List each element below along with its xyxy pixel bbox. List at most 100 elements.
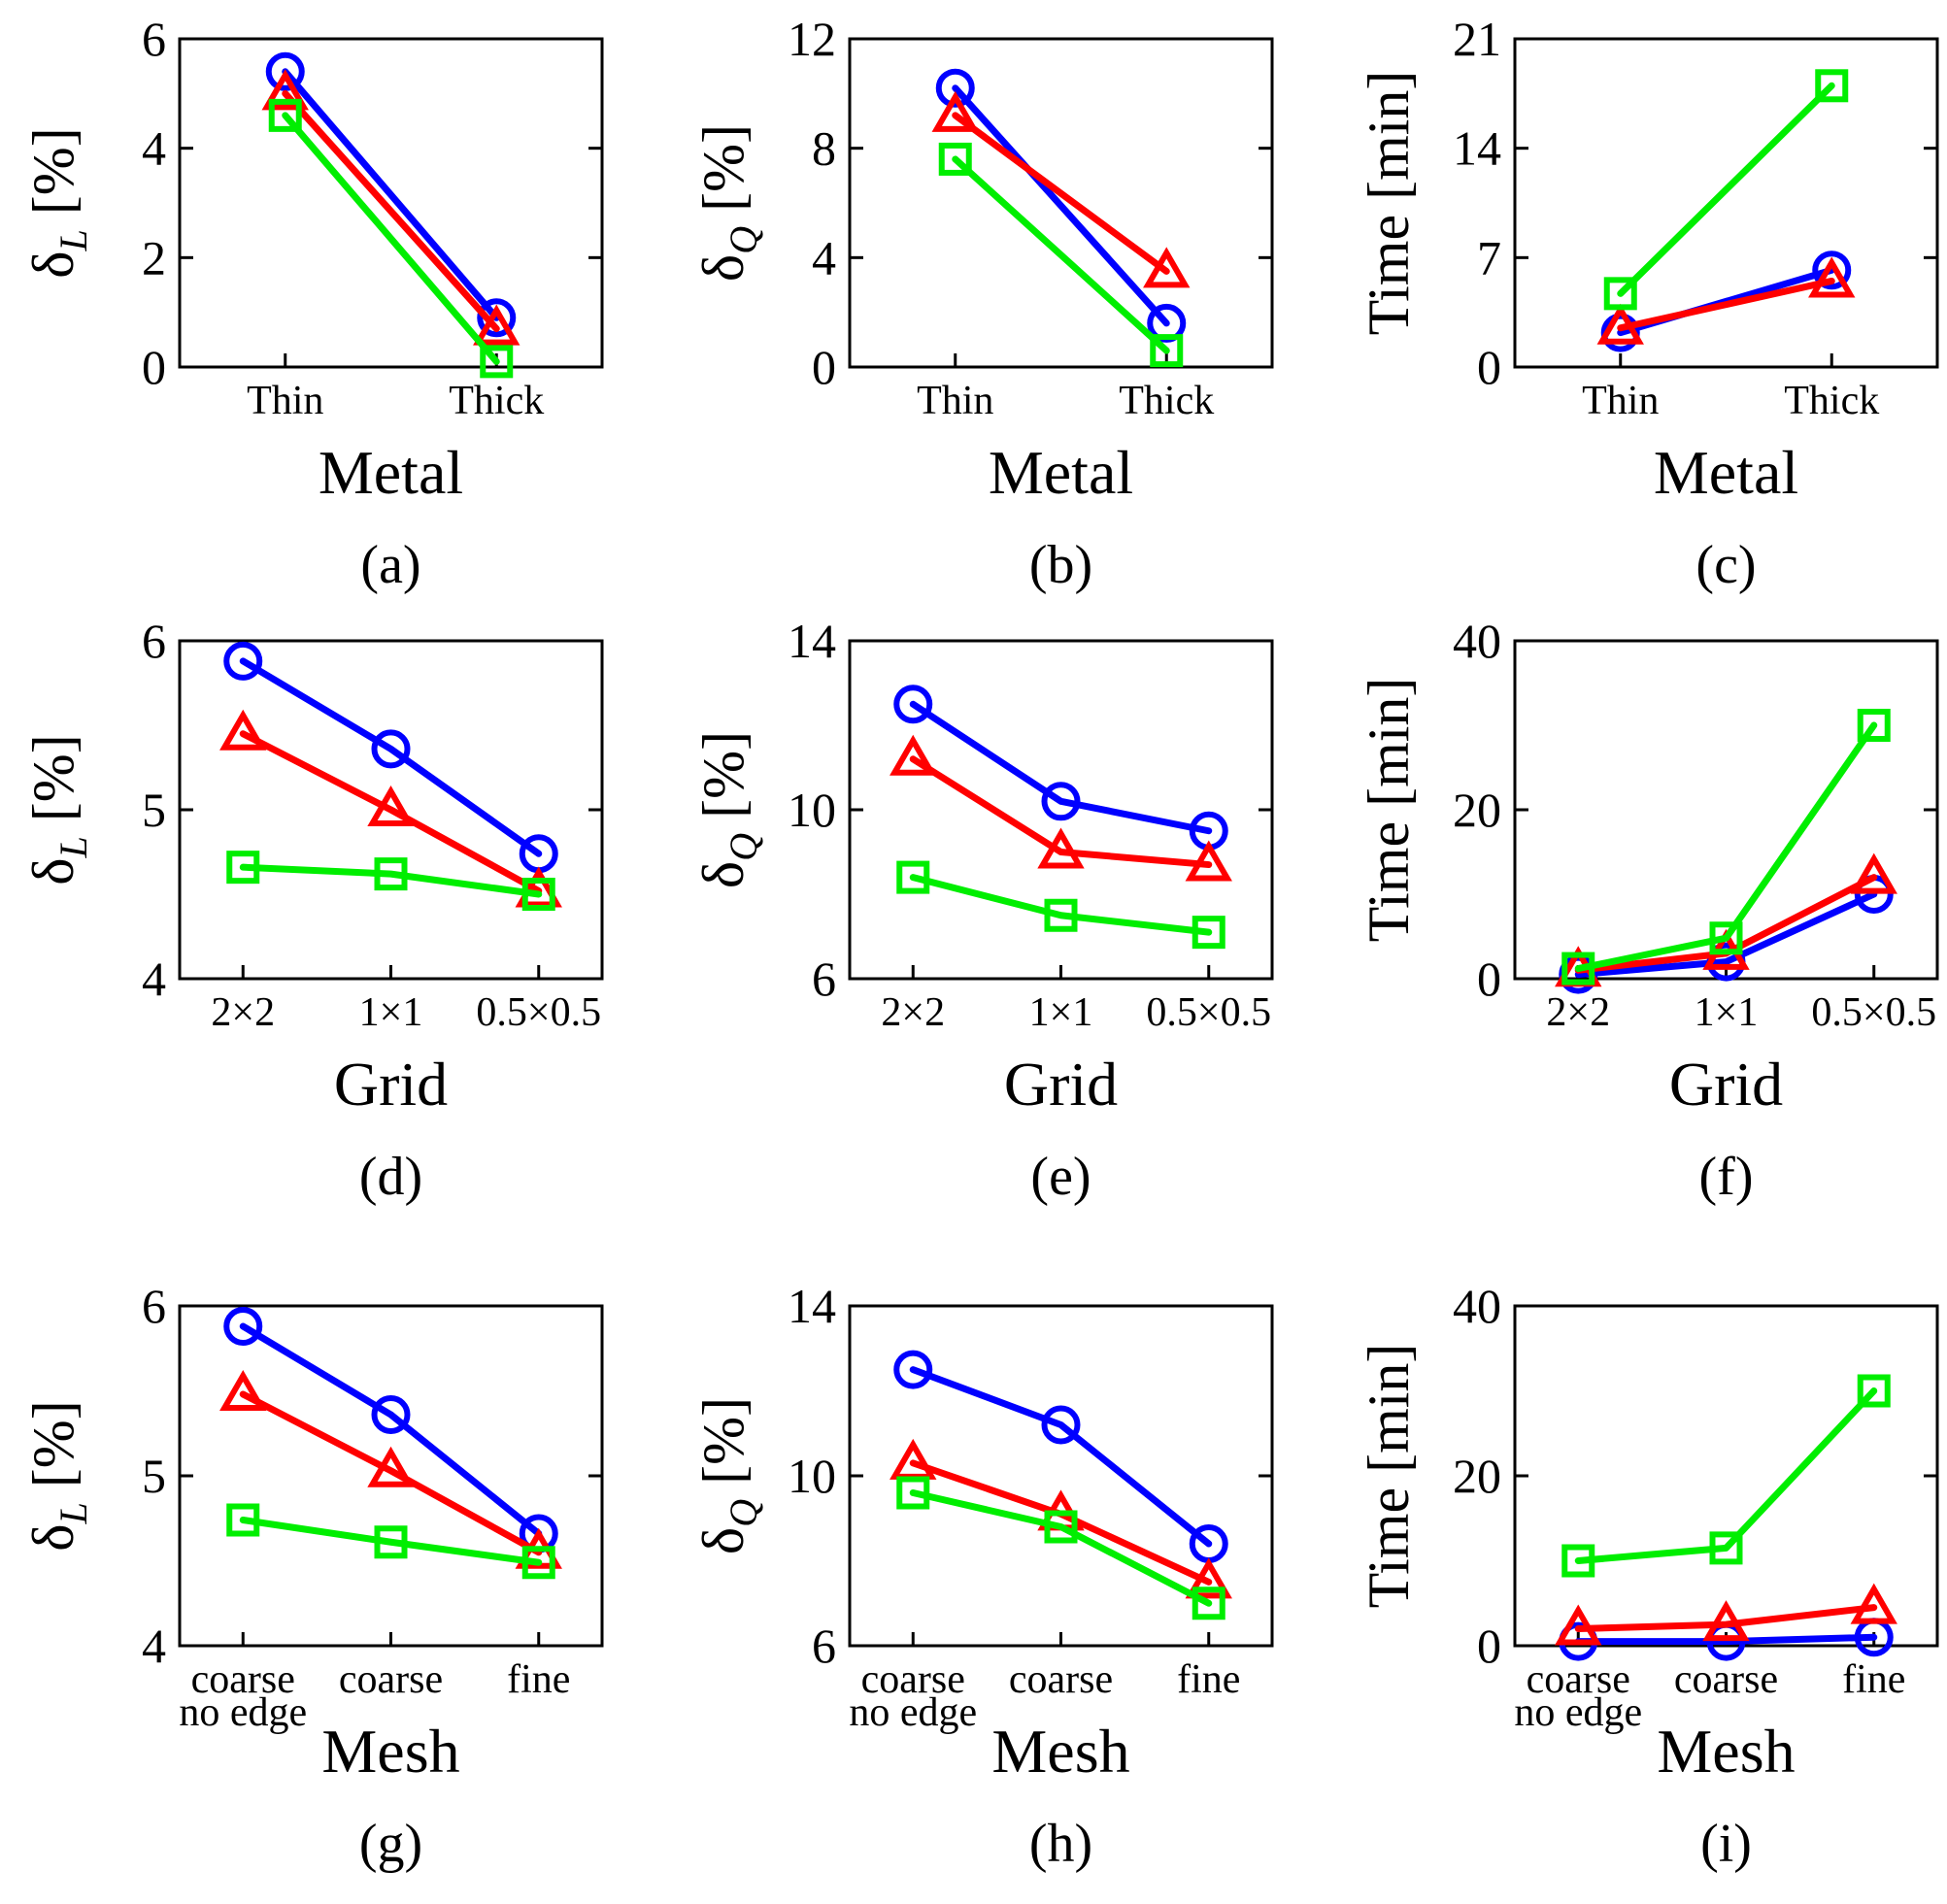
- series-line-blue: [909, 1366, 1213, 1548]
- y-label-symbol: Time [min]: [1357, 678, 1421, 943]
- panel-caption: (h): [1029, 1814, 1092, 1874]
- square-marker: [521, 1546, 555, 1580]
- circle-marker: [371, 1395, 411, 1434]
- x-tick-label: 1×1: [1029, 990, 1093, 1035]
- x-axis-label: Metal: [319, 438, 463, 507]
- series-line-blue: [952, 84, 1170, 327]
- panel-4: 4 5 6 2×2 1×1 0.5×0.5 Grid δL [%] (d): [21, 614, 604, 1207]
- y-tick-label: 20: [1453, 783, 1501, 837]
- y-label-symbol: δ: [691, 254, 755, 282]
- panel-caption: (e): [1030, 1147, 1091, 1207]
- circle-marker: [223, 1307, 263, 1346]
- panel-caption: (c): [1695, 535, 1756, 595]
- triangle-marker: [261, 69, 309, 111]
- square-marker: [226, 851, 260, 885]
- y-label-subscript: Q: [722, 833, 765, 861]
- square-marker: [1857, 709, 1891, 742]
- panel-caption: (a): [360, 535, 420, 595]
- series-line-red: [239, 1390, 543, 1556]
- y-axis-label: δL [%]: [21, 1400, 95, 1551]
- y-label-symbol: δ: [21, 251, 85, 278]
- circle-marker: [893, 1350, 933, 1389]
- series-line-green: [239, 863, 543, 898]
- series-line-green: [909, 874, 1213, 936]
- y-tick-label: 0: [142, 340, 166, 394]
- x-tick-label-line: coarse: [191, 1657, 295, 1702]
- triangle-marker: [1555, 1604, 1602, 1646]
- square-marker: [374, 857, 408, 891]
- y-tick-label: 12: [788, 12, 836, 66]
- x-tick-label: coarse: [1674, 1657, 1778, 1702]
- x-tick-label-line: coarse: [861, 1657, 965, 1702]
- square-marker: [374, 1525, 408, 1559]
- square-marker: [1709, 921, 1743, 955]
- x-tick-label-line: no edge: [179, 1690, 307, 1735]
- y-tick-label: 20: [1453, 1449, 1501, 1503]
- panel-2: 0 4 8 12 Thin Thick Metal δQ [%] (b): [691, 12, 1274, 595]
- series-line-green: [282, 112, 500, 365]
- triangle-marker: [1808, 256, 1856, 298]
- plot-frame: [848, 37, 1274, 369]
- series-line-red: [909, 1459, 1213, 1586]
- triangle-marker: [219, 709, 267, 751]
- x-tick-label-line: no edge: [849, 1690, 977, 1735]
- x-tick-label: fine: [1177, 1657, 1240, 1702]
- square-marker: [1857, 1374, 1891, 1408]
- y-tick-label: 6: [812, 1619, 836, 1673]
- series-line-green: [1574, 1387, 1878, 1564]
- triangle-marker: [219, 1369, 267, 1411]
- triangle-marker: [367, 785, 415, 826]
- y-label-symbol: δ: [691, 1527, 755, 1554]
- y-label-subscript: Q: [722, 226, 765, 254]
- y-label-subscript: L: [51, 1502, 95, 1524]
- y-tick-label: 10: [788, 1449, 836, 1503]
- plot-frame: [178, 1304, 604, 1648]
- x-axis-label: Grid: [1669, 1050, 1783, 1119]
- x-tick-label: 0.5×0.5: [476, 990, 601, 1035]
- panel-caption: (f): [1699, 1147, 1754, 1207]
- circle-marker: [223, 641, 263, 681]
- y-tick-label: 7: [1477, 230, 1501, 284]
- series-line-blue: [239, 657, 543, 857]
- x-tick-label: Thin: [1582, 379, 1659, 423]
- circle-marker: [1041, 1405, 1081, 1445]
- square-marker: [1603, 277, 1637, 311]
- series-line-blue: [1574, 890, 1878, 979]
- y-tick-label: 40: [1453, 614, 1501, 668]
- x-axis-label: Metal: [989, 438, 1133, 507]
- triangle-marker: [515, 866, 562, 908]
- panel-3: 0 7 14 21 Thin Thick Metal Time [min] (c): [1357, 12, 1939, 595]
- panel-6: 0 20 40 2×2 1×1 0.5×0.5 Grid Time [min] (f): [1357, 614, 1939, 1207]
- panel-caption: (g): [359, 1814, 422, 1874]
- y-axis-label: Time [min]: [1357, 1344, 1421, 1609]
- x-tick-label: fine: [507, 1657, 570, 1702]
- panel-caption: (i): [1700, 1814, 1752, 1874]
- y-label-symbol: δ: [21, 1523, 85, 1551]
- series-line-blue: [282, 68, 500, 321]
- x-tick-label: coarse: [1009, 1657, 1113, 1702]
- series-line-green: [952, 155, 1170, 354]
- square-marker: [1150, 334, 1184, 368]
- series-line-red: [952, 112, 1170, 275]
- x-tick-label: coarse no edge: [849, 1657, 977, 1735]
- square-marker: [1709, 1531, 1743, 1565]
- triangle-marker: [367, 1446, 415, 1487]
- triangle-marker: [1596, 303, 1644, 345]
- square-marker: [1815, 69, 1849, 103]
- y-tick-label: 5: [142, 1449, 166, 1503]
- y-tick-label: 8: [812, 121, 836, 176]
- y-label-unit: [%]: [691, 124, 755, 226]
- y-label-symbol: δ: [21, 857, 85, 885]
- square-marker: [1561, 1544, 1595, 1578]
- y-label-unit: [%]: [21, 127, 85, 229]
- triangle-marker: [473, 304, 520, 346]
- x-tick-label-line: no edge: [1514, 1690, 1642, 1735]
- y-label-symbol: Time [min]: [1357, 71, 1421, 336]
- square-marker: [896, 1476, 930, 1510]
- y-tick-label: 14: [788, 1279, 836, 1333]
- x-tick-label: 2×2: [1546, 990, 1610, 1035]
- y-tick-label: 0: [1477, 1619, 1501, 1673]
